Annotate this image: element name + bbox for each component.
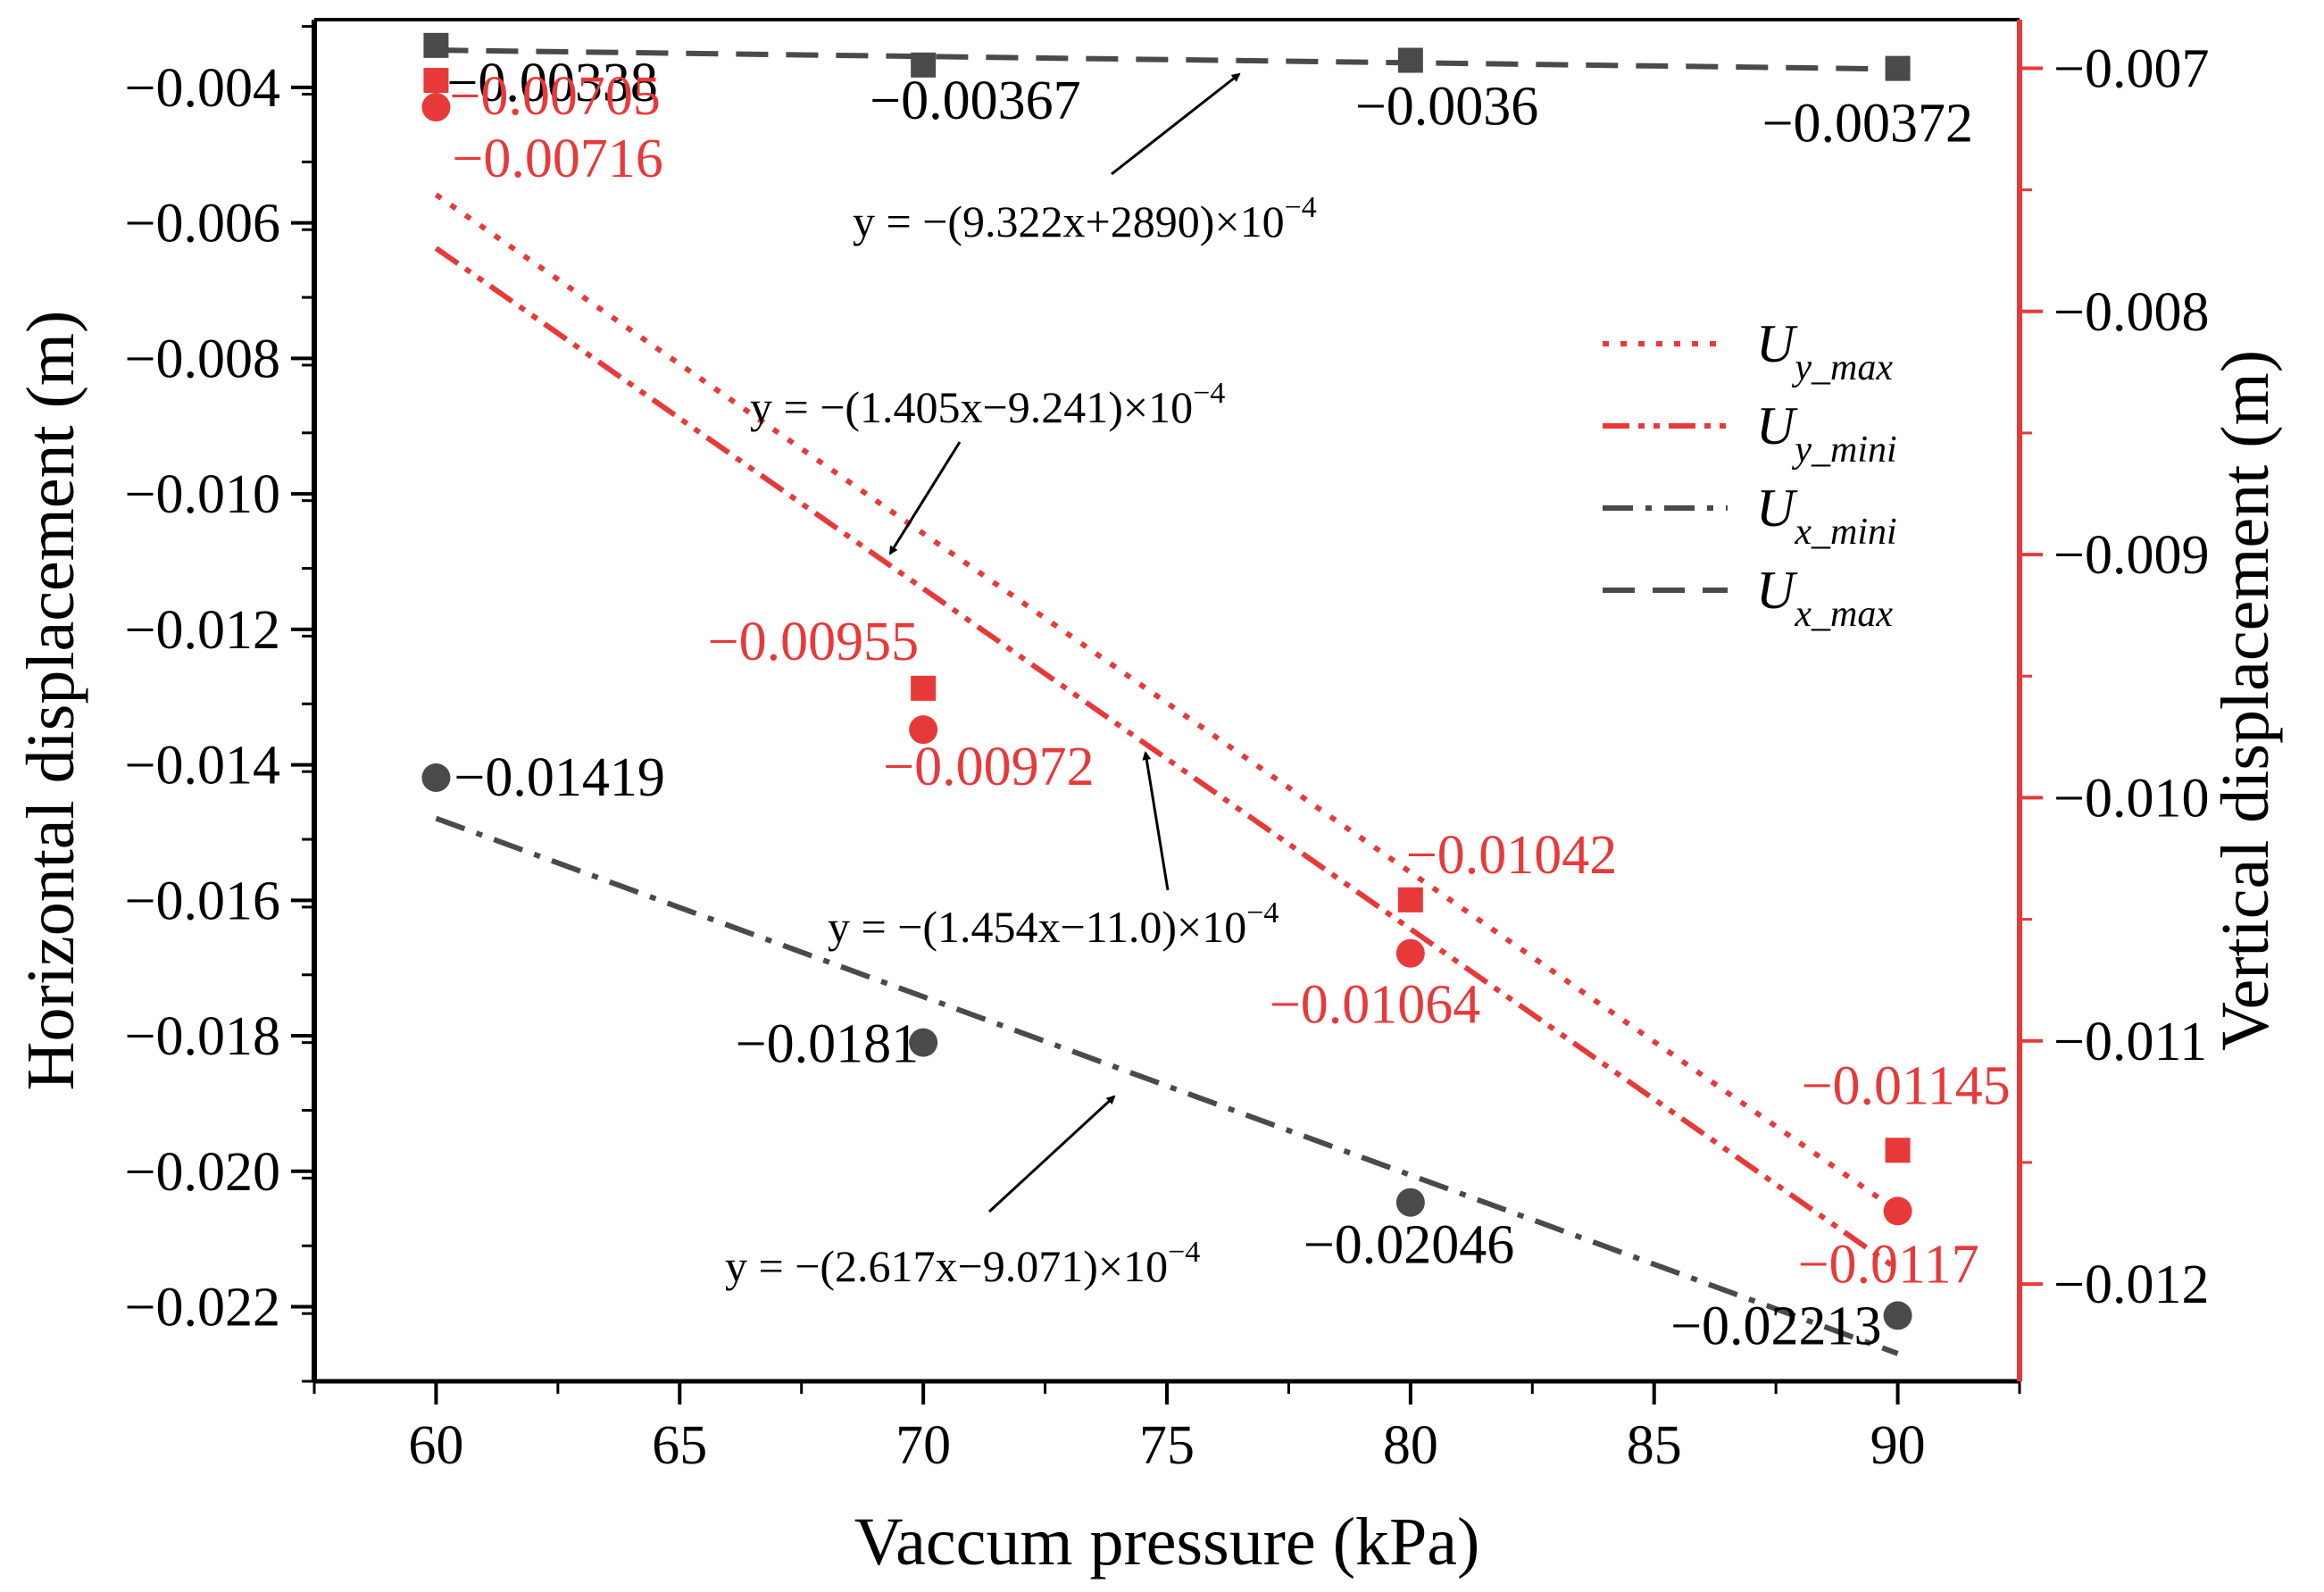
legend-label-subscript: x_mini <box>1794 512 1896 553</box>
equation-label: y = −(9.322x+2890)×10−4 <box>853 191 1317 246</box>
x-tick-label: 90 <box>1870 1415 1926 1476</box>
u-y-max-value-label: −0.01145 <box>1802 1055 2011 1116</box>
x-tick-label: 75 <box>1139 1415 1195 1476</box>
right-tick-label: −0.007 <box>2053 38 2209 99</box>
right-tick-label: −0.009 <box>2053 525 2209 586</box>
legend-label-subscript: x_max <box>1794 594 1893 635</box>
u-y-max-value-label: −0.00705 <box>449 66 660 127</box>
u-y-mini-value-label: −0.0117 <box>1798 1234 1979 1295</box>
legend-label-base: U <box>1756 561 1798 620</box>
legend-label-subscript: y_mini <box>1791 429 1896 471</box>
u-x-max-value-label: −0.0036 <box>1355 77 1538 138</box>
u-y-mini-point <box>1395 938 1425 968</box>
right-axis-title: Vertical displacement (m) <box>2208 350 2283 1051</box>
equation-label: y = −(1.405x−9.241)×10−4 <box>750 377 1225 432</box>
legend-label-subscript: y_max <box>1791 347 1893 388</box>
equation-text: y = −(1.405x−9.241)×10 <box>750 382 1193 432</box>
annotation-arrow <box>1111 72 1241 176</box>
left-tick-label: −0.022 <box>125 1278 280 1338</box>
annotation-arrow <box>987 1095 1116 1213</box>
u-x-max-value-label: −0.00367 <box>870 71 1080 131</box>
left-tick-label: −0.006 <box>125 194 280 254</box>
equation-text: y = −(2.617x−9.071)×10 <box>725 1241 1168 1291</box>
equation-exponent: −4 <box>1193 377 1225 410</box>
equation-text: y = −(9.322x+2890)×10 <box>853 196 1285 246</box>
x-axis-title: Vaccum pressure (kPa) <box>854 1504 1480 1579</box>
equation-label: y = −(2.617x−9.071)×10−4 <box>725 1236 1200 1291</box>
legend-label-base: U <box>1756 479 1798 538</box>
left-tick-label: −0.004 <box>125 58 280 119</box>
legend-label: Ux_mini <box>1756 479 1897 553</box>
right-tick-label: −0.010 <box>2053 768 2209 829</box>
annotation-arrow <box>1142 751 1170 891</box>
right-tick-label: −0.008 <box>2053 282 2209 343</box>
legend-label: Ux_max <box>1756 561 1893 635</box>
u-x-max-point <box>423 32 449 58</box>
u-y-mini-value-label: −0.00716 <box>452 129 662 189</box>
left-tick-label: −0.012 <box>125 600 280 661</box>
left-tick-label: −0.018 <box>125 1006 280 1067</box>
u-y-max-point <box>1397 887 1423 913</box>
legend-label-base: U <box>1756 314 1798 373</box>
u-x-mini-value-label: −0.0181 <box>736 1014 919 1075</box>
u-y-mini-value-label: −0.01064 <box>1270 975 1480 1036</box>
equation-exponent: −4 <box>1285 191 1317 224</box>
equation-text: y = −(1.454x−11.0)×10 <box>828 902 1246 952</box>
u-x-mini-value-label: −0.02046 <box>1304 1215 1514 1276</box>
equation-exponent: −4 <box>1168 1236 1200 1269</box>
u-y-max-point <box>423 68 449 94</box>
u-x-mini-point <box>909 1028 938 1057</box>
x-tick-label: 85 <box>1627 1415 1682 1476</box>
left-tick-label: −0.020 <box>125 1142 280 1203</box>
legend-label-base: U <box>1756 396 1798 455</box>
u-y-mini-point <box>1883 1196 1912 1226</box>
u-y-mini-point <box>421 93 451 122</box>
left-tick-label: −0.010 <box>125 464 280 525</box>
x-tick-label: 60 <box>408 1415 463 1476</box>
left-axis-title: Horizontal displacement (m) <box>13 311 88 1091</box>
legend-label: Uy_mini <box>1756 396 1897 471</box>
u-y-max-value-label: −0.00955 <box>708 612 919 672</box>
u-y-max-point <box>911 675 937 701</box>
u-x-mini-value-label: −0.02213 <box>1670 1296 1881 1356</box>
u-y-max-point <box>1885 1138 1911 1163</box>
annotation-arrow <box>888 441 962 555</box>
u-y-max-value-label: −0.01042 <box>1406 825 1617 886</box>
left-tick-label: −0.014 <box>125 736 280 796</box>
u-x-max-value-label: −0.00372 <box>1762 94 1973 154</box>
x-tick-label: 80 <box>1383 1415 1438 1476</box>
u-x-mini-point <box>1395 1188 1425 1217</box>
u-y-mini-value-label: −0.00972 <box>883 737 1094 797</box>
equation-label: y = −(1.454x−11.0)×10−4 <box>828 896 1279 952</box>
left-tick-label: −0.008 <box>125 329 280 389</box>
fit-line-u-x-max <box>436 47 1898 72</box>
u-x-max-point <box>911 52 937 78</box>
u-x-mini-point <box>421 763 451 792</box>
x-tick-label: 65 <box>652 1415 707 1476</box>
u-x-max-point <box>1885 55 1911 81</box>
u-x-max-point <box>1397 47 1423 73</box>
right-tick-label: −0.012 <box>2053 1254 2209 1315</box>
u-x-mini-point <box>1883 1301 1912 1330</box>
fit-line-u-x-mini <box>435 815 1899 1356</box>
equation-exponent: −4 <box>1246 896 1279 929</box>
u-x-mini-value-label: −0.01419 <box>454 747 664 808</box>
legend-label: Uy_max <box>1756 314 1893 388</box>
x-tick-label: 70 <box>895 1415 951 1476</box>
u-x-max-value-label: −0.00338 <box>446 53 657 113</box>
left-tick-label: −0.016 <box>125 871 280 931</box>
right-tick-label: −0.011 <box>2053 1012 2207 1072</box>
fit-line-u-y-max <box>434 192 1900 1213</box>
u-y-mini-point <box>909 715 938 745</box>
